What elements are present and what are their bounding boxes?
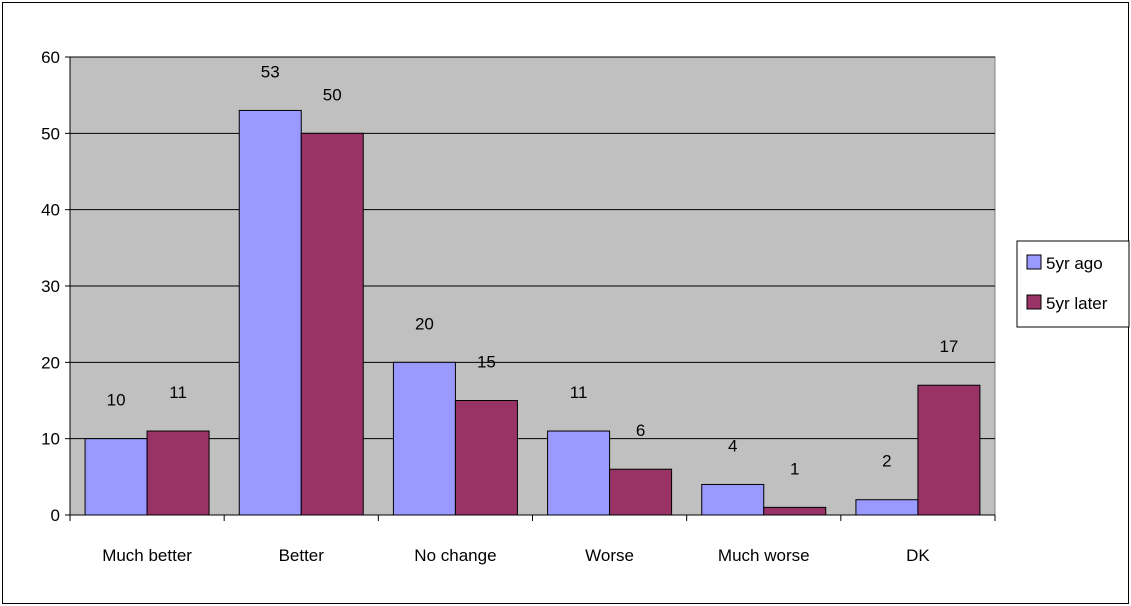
- y-tick-label: 0: [51, 506, 60, 525]
- data-label: 50: [323, 85, 342, 104]
- bar-5yr-later: [609, 468, 673, 516]
- bar-5yr-ago: [547, 430, 611, 516]
- x-category-label: Better: [279, 546, 325, 565]
- bar-5yr-ago: [84, 438, 148, 516]
- y-tick-label: 60: [41, 48, 60, 67]
- legend: 5yr ago 5yr later: [1016, 240, 1130, 328]
- data-label: 1: [790, 459, 799, 478]
- data-label: 15: [477, 353, 496, 372]
- bar-5yr-ago: [855, 499, 919, 516]
- data-label: 20: [415, 314, 434, 333]
- bar-5yr-ago: [701, 483, 765, 516]
- legend-label: 5yr ago: [1046, 254, 1103, 273]
- gridlines: [70, 56, 995, 440]
- x-category-label: Worse: [585, 546, 634, 565]
- bar-5yr-later: [917, 384, 981, 516]
- data-label: 53: [261, 62, 280, 81]
- data-label: 17: [939, 337, 958, 356]
- x-category-label: Much worse: [718, 546, 810, 565]
- axes: 0 10 20 30 40 50 60 Much better Better No change W…: [41, 48, 996, 565]
- bar-5yr-later: [146, 430, 210, 516]
- x-category-label: No change: [414, 546, 496, 565]
- y-tick-label: 50: [41, 124, 60, 143]
- x-category-label: DK: [906, 546, 930, 565]
- y-tick-label: 30: [41, 277, 60, 296]
- legend-swatch: [1026, 254, 1042, 270]
- data-label: 4: [728, 436, 737, 455]
- bars: [84, 109, 981, 516]
- legend-swatch: [1026, 294, 1042, 310]
- y-tick-label: 20: [41, 353, 60, 372]
- y-tick-label: 40: [41, 201, 60, 220]
- bar-5yr-later: [763, 506, 827, 516]
- data-label: 11: [169, 383, 187, 402]
- bar-5yr-later: [300, 132, 364, 516]
- y-tick-label: 10: [41, 430, 60, 449]
- legend-label: 5yr later: [1046, 294, 1108, 313]
- data-labels: 10 11 53 50 20 15 11 6 4 1 2 17: [107, 62, 959, 478]
- x-category-label: Much better: [102, 546, 192, 565]
- data-label: 10: [107, 391, 126, 410]
- bar-5yr-ago: [238, 109, 302, 516]
- data-label: 6: [636, 421, 645, 440]
- data-label: 11: [570, 383, 588, 402]
- bar-5yr-ago: [392, 361, 456, 516]
- data-label: 2: [882, 452, 891, 471]
- bar-5yr-later: [454, 400, 518, 516]
